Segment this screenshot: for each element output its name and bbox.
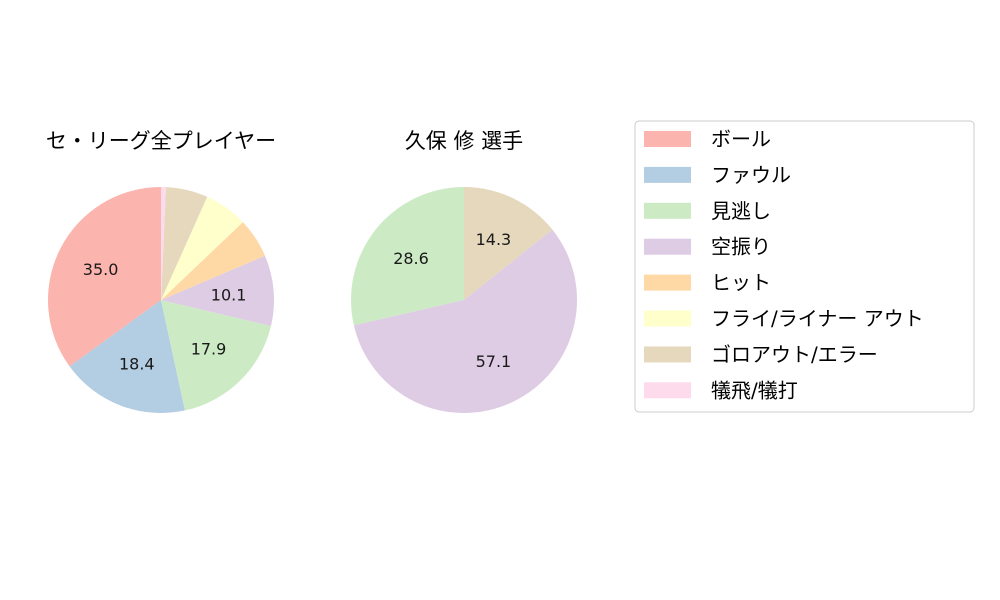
- slice-label: 57.1: [476, 352, 512, 371]
- pie-slice: [161, 300, 271, 411]
- legend-swatch: [644, 166, 691, 183]
- legend-swatch: [644, 274, 691, 291]
- legend-swatch: [644, 346, 691, 363]
- legend-swatch: [644, 131, 691, 147]
- pie-slice: [353, 229, 578, 413]
- chart-title-league: セ・リーグ全プレイヤー: [46, 129, 276, 153]
- legend-frame: [634, 120, 975, 413]
- pie-chart-league: セ・リーグ全プレイヤー 35.0 18.4 17.9 10.1: [46, 129, 276, 413]
- pie-slice: [161, 196, 243, 300]
- pie-slice: [161, 187, 208, 300]
- slice-label: 18.4: [119, 354, 155, 373]
- legend-label: ファウル: [711, 163, 791, 187]
- pie-slice: [351, 187, 464, 326]
- pie-slice: [69, 300, 185, 413]
- slice-label: 35.0: [83, 260, 119, 279]
- pie-slice: [47, 187, 161, 367]
- pie-slice: [161, 222, 265, 300]
- slice-label: 17.9: [191, 339, 227, 358]
- legend-label: フライ/ライナー アウト: [711, 307, 924, 331]
- legend-swatch: [644, 382, 691, 399]
- legend-label: ヒット: [711, 271, 771, 295]
- legend-label: ゴロアウト/エラー: [711, 342, 878, 366]
- slice-label: 28.6: [393, 249, 429, 268]
- legend-swatch: [644, 238, 691, 255]
- legend-swatch: [644, 202, 691, 219]
- legend-label: ボール: [711, 127, 771, 151]
- chart-title-player: 久保 修 選手: [405, 129, 523, 153]
- legend-label: 空振り: [711, 235, 771, 259]
- legend-label: 犠飛/犠打: [711, 378, 798, 402]
- slice-label: 10.1: [211, 285, 247, 304]
- pie-slice: [464, 186, 553, 300]
- legend-label: 見逃し: [711, 199, 771, 223]
- legend-swatch: [644, 310, 691, 327]
- pie-chart-player: 久保 修 選手 28.6 57.1 14.3: [351, 129, 578, 413]
- pie-slice: [161, 255, 275, 327]
- slice-label: 14.3: [476, 230, 512, 249]
- pie-slice: [161, 187, 166, 300]
